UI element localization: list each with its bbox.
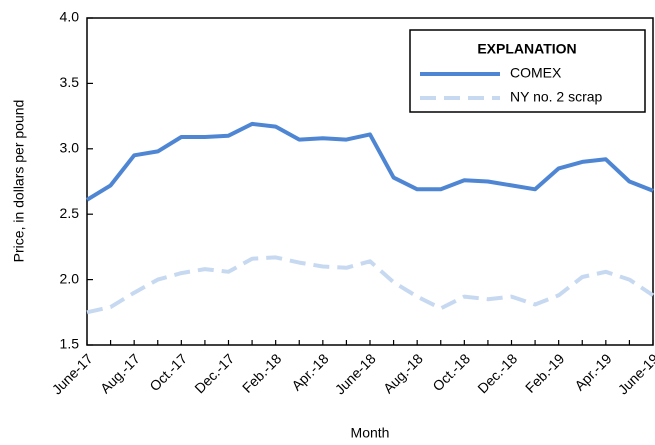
x-tick-label: Aug.-18 [380,350,426,396]
x-tick-label: Apr.-18 [288,350,331,393]
x-tick-label: June-19 [615,350,655,397]
y-tick-label: 2.0 [60,270,80,286]
legend-label: NY no. 2 scrap [510,89,603,105]
x-tick-label: Oct.-17 [146,350,190,394]
x-axis-title: Month [351,425,390,441]
x-tick-label: Aug.-17 [97,350,143,396]
series-line [85,121,654,202]
y-tick-label: 3.0 [60,140,80,156]
x-tick-label: Oct.-18 [429,350,473,394]
legend-title: EXPLANATION [477,41,576,57]
x-tick-label: Feb.-19 [522,350,568,396]
y-tick-label: 4.0 [60,9,80,25]
x-tick-label: Dec.-18 [474,350,520,396]
x-tick-label: Apr.-19 [571,350,614,393]
x-tick-label: Feb.-18 [239,350,285,396]
legend-label: COMEX [510,65,562,81]
x-tick-label: June-17 [49,350,96,397]
y-tick-label: 1.5 [60,336,80,352]
series-line [86,255,655,315]
x-tick-label: June-18 [332,350,379,397]
y-tick-label: 2.5 [60,205,80,221]
y-tick-label: 3.5 [60,74,80,90]
y-axis-title: Price, in dollars per pound [11,100,27,263]
x-tick-label: Dec.-17 [191,350,237,396]
